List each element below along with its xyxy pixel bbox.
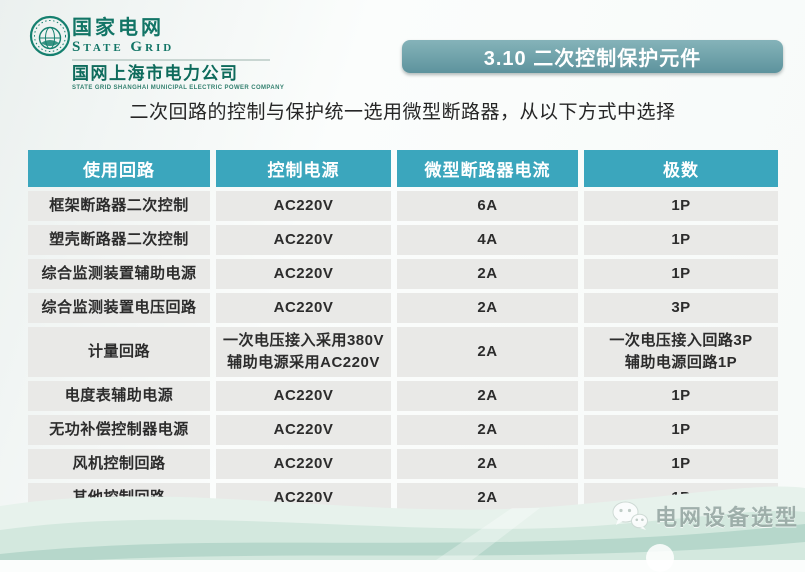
section-banner: 3.10 二次控制保护元件 bbox=[402, 40, 783, 73]
table-cell: AC220V bbox=[216, 380, 391, 411]
table-cell: 2A bbox=[397, 293, 578, 323]
table-cell: 2A bbox=[397, 380, 578, 411]
watermark: 电网设备选型 bbox=[612, 500, 799, 532]
table-cell: 综合监测装置电压回路 bbox=[28, 293, 210, 323]
table-cell: 1P bbox=[584, 191, 778, 221]
table-cell: 无功补偿控制器电源 bbox=[28, 414, 210, 445]
table-cell: AC220V bbox=[216, 448, 391, 479]
table-cell: 计量回路 bbox=[28, 327, 210, 377]
table-cell: AC220V bbox=[216, 259, 391, 289]
table-cell: 2A bbox=[397, 327, 578, 377]
footer-waves-decoration bbox=[0, 486, 805, 560]
table-cell: 1P bbox=[584, 448, 778, 479]
table-header-cell: 微型断路器电流 bbox=[397, 150, 578, 187]
table-cell: AC220V bbox=[216, 414, 391, 445]
table-cell: 2A bbox=[397, 414, 578, 445]
table-cell: 一次电压接入回路3P 辅助电源回路1P bbox=[584, 327, 778, 377]
state-grid-globe-icon bbox=[29, 15, 71, 57]
table-cell: 1P bbox=[584, 225, 778, 255]
slide-root: { "logo": { "brand_cn": "国家电网", "brand_e… bbox=[0, 0, 805, 560]
table-cell: 2A bbox=[397, 259, 578, 289]
table-cell: 框架断路器二次控制 bbox=[28, 191, 210, 221]
table-cell: AC220V bbox=[216, 191, 391, 221]
table-cell: 综合监测装置辅助电源 bbox=[28, 259, 210, 289]
table-header-cell: 控制电源 bbox=[216, 150, 391, 187]
table-cell: 1P bbox=[584, 380, 778, 411]
table-header-cell: 使用回路 bbox=[28, 150, 210, 187]
table-cell: 3P bbox=[584, 293, 778, 323]
table-cell: 1P bbox=[584, 414, 778, 445]
table-cell: 风机控制回路 bbox=[28, 448, 210, 479]
company-name: 国网上海市电力公司 bbox=[72, 64, 239, 83]
table-cell: 塑壳断路器二次控制 bbox=[28, 225, 210, 255]
brand-name: 国家电网 bbox=[72, 17, 164, 39]
table-cell: AC220V bbox=[216, 225, 391, 255]
table-cell: 电度表辅助电源 bbox=[28, 380, 210, 411]
table-cell: 6A bbox=[397, 191, 578, 221]
table-cell: 1P bbox=[584, 259, 778, 289]
table-cell: 2A bbox=[397, 448, 578, 479]
bottom-circle-decoration bbox=[646, 544, 674, 572]
logo-divider bbox=[72, 59, 270, 61]
brand-name-en: State Grid bbox=[72, 39, 175, 55]
company-name-en: STATE GRID SHANGHAI MUNICIPAL ELECTRIC P… bbox=[72, 84, 285, 91]
spec-table: 使用回路 控制电源 微型断路器电流 极数 框架断路器二次控制 AC220V 6A 1P 塑壳断路… bbox=[28, 150, 778, 513]
watermark-label: 电网设备选型 bbox=[655, 505, 800, 530]
table-header-cell: 极数 bbox=[584, 150, 778, 187]
section-title: 3.10 二次控制保护元件 bbox=[483, 48, 702, 70]
subtitle: 二次回路的控制与保护统一选用微型断路器，从以下方式中选择 bbox=[129, 102, 676, 123]
wechat-icon bbox=[612, 501, 648, 530]
table-cell: 一次电压接入采用380V 辅助电源采用AC220V bbox=[216, 327, 391, 377]
table-cell: AC220V bbox=[216, 293, 391, 323]
table-cell: 4A bbox=[397, 225, 578, 255]
